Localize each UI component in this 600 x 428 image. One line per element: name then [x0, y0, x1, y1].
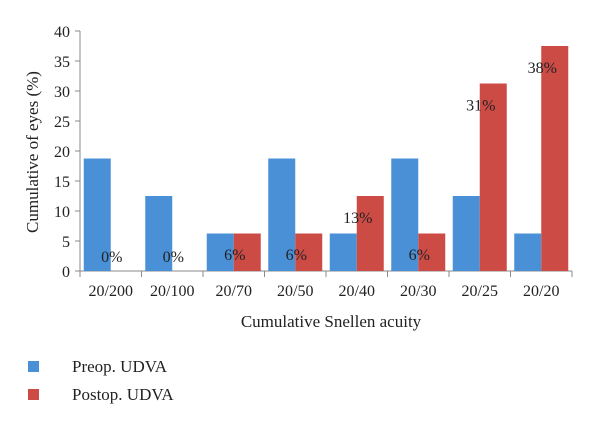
data-label-postop: 6% [409, 247, 430, 264]
y-tick-label: 15 [54, 174, 70, 191]
legend-swatch-preop [28, 361, 39, 372]
y-tick-label: 5 [62, 234, 70, 251]
x-tick-label: 20/20 [523, 283, 559, 300]
y-axis-title: Cumulative of eyes (%) [23, 71, 42, 233]
legend: Preop. UDVA Postop. UDVA [28, 357, 174, 404]
bar-postop [295, 233, 323, 271]
bar-postop [541, 46, 569, 271]
x-tick-label: 20/70 [216, 283, 252, 300]
x-tick-label: 20/50 [277, 283, 313, 300]
x-tick-label: 20/30 [400, 283, 436, 300]
data-label-postop: 38% [528, 60, 557, 77]
data-label-postop: 6% [286, 247, 307, 264]
y-tick-label: 0 [62, 264, 70, 281]
y-tick-label: 35 [54, 54, 70, 71]
bar-preop [514, 233, 542, 271]
bar-preop [83, 158, 111, 271]
bar-preop [452, 196, 480, 271]
data-label-postop: 13% [343, 210, 372, 227]
legend-label-postop: Postop. UDVA [72, 385, 174, 404]
bar-preop [206, 233, 234, 271]
x-tick-label: 20/40 [339, 283, 375, 300]
plot-area: 0 5 10 15 20 25 30 35 40 20/200 20/100 20/70 20/50 20… [54, 24, 573, 300]
y-tick-label: 10 [54, 204, 70, 221]
data-label-postop: 6% [224, 247, 245, 264]
x-axis-title: Cumulative Snellen acuity [241, 312, 422, 331]
bar-postop [356, 196, 384, 271]
y-tick-label: 30 [54, 84, 70, 101]
x-tick-label: 20/25 [462, 283, 498, 300]
bar-preop [145, 196, 173, 271]
y-tick-label: 20 [54, 144, 70, 161]
bar-preop [268, 158, 296, 271]
legend-label-preop: Preop. UDVA [72, 357, 168, 376]
bar-postop [418, 233, 446, 271]
bar-postop [233, 233, 261, 271]
bar-postop [479, 83, 507, 271]
bar-preop [329, 233, 357, 271]
data-label-postop: 31% [466, 98, 495, 115]
y-tick-label: 40 [54, 24, 70, 41]
data-label-postop: 0% [163, 249, 184, 266]
y-tick-label: 25 [54, 114, 70, 131]
data-label-postop: 0% [101, 249, 122, 266]
bar-preop [391, 158, 419, 271]
x-tick-label: 20/100 [150, 283, 194, 300]
x-tick-label: 20/200 [89, 283, 133, 300]
legend-swatch-postop [28, 389, 39, 400]
